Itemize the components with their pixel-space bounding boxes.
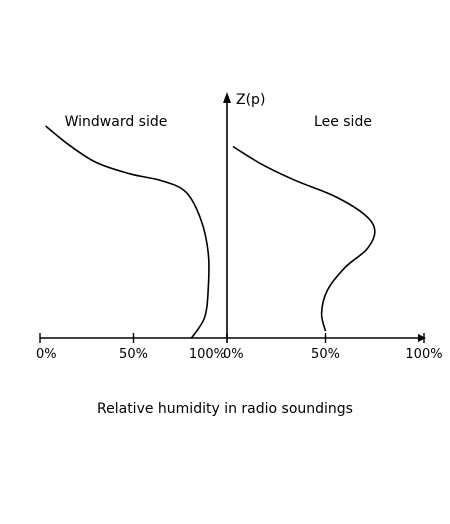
x-tick-label: 0% xyxy=(36,347,57,362)
lee-humidity-profile xyxy=(232,145,376,332)
x-tick-label: 100% xyxy=(189,347,226,362)
windward-humidity-profile xyxy=(45,125,210,339)
x-tick-label: 50% xyxy=(119,347,148,362)
panel-title-windward: Windward side xyxy=(65,114,168,130)
x-tick-label: 100% xyxy=(405,347,442,362)
z-axis-arrowhead xyxy=(223,92,231,103)
panel-title-lee: Lee side xyxy=(314,114,372,130)
x-axis-arrowhead xyxy=(418,334,426,342)
chart-marks: 0% 50% 100%0% 50% 100% xyxy=(36,125,443,362)
x-tick-label: 50% xyxy=(311,347,340,362)
z-axis-label: Z(p) xyxy=(236,92,265,108)
chart-caption: Relative humidity in radio soundings xyxy=(97,401,353,417)
x-tick-label: 0% xyxy=(223,347,244,362)
